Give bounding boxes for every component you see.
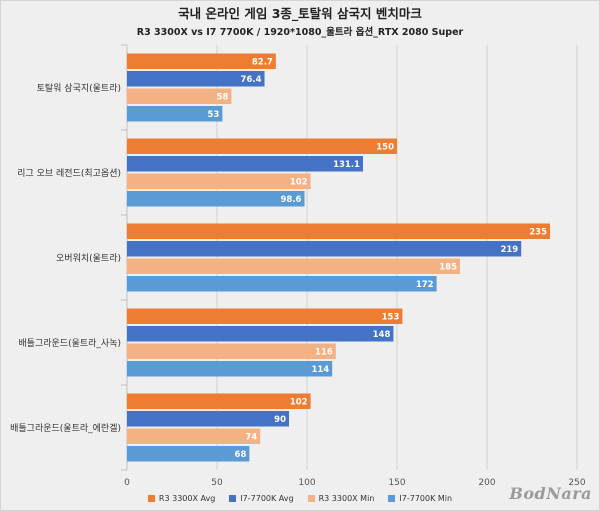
x-tick-label: 0 [124,478,130,488]
data-label: 235 [529,227,547,237]
data-label: 74 [245,432,257,442]
bar [127,53,276,69]
legend-label: R3 3300X Min [318,494,375,503]
bar [127,106,223,122]
bar [127,393,311,409]
category-label: 리그 오브 레전드(최고옵션) [17,168,121,179]
category-label: 오버워치(울트라) [56,252,121,264]
data-label: 68 [235,450,247,460]
data-label: 53 [208,110,220,120]
data-label: 150 [376,142,394,152]
category-label: 토탈워 삼국지(울트라) [37,83,121,94]
data-label: 82.7 [252,57,273,67]
bar [127,326,394,342]
data-label: 219 [500,245,518,255]
bar [127,71,265,87]
bar [127,88,232,104]
x-tick-label: 100 [298,478,315,488]
data-label: 90 [274,415,286,425]
bar [127,258,460,274]
data-label: 116 [315,347,333,357]
data-label: 185 [439,262,457,272]
category-label: 배틀그라운드(울트라_에란겔) [10,422,121,434]
data-label: 153 [382,312,400,322]
legend-swatch [388,495,396,502]
legend-item: I7-7700K Avg [229,494,294,503]
x-tick-label: 200 [478,478,495,488]
bar [127,156,363,172]
legend-swatch [229,495,237,502]
category-label: 배틀그라운드(울트라_사녹) [18,338,121,349]
legend-item: R3 3300X Avg [147,494,216,503]
legend-label: I7-7700K Min [399,494,453,503]
legend-item: R3 3300X Min [307,494,375,503]
legend-item: I7-7700K Min [388,494,452,503]
bar [127,138,397,154]
data-label: 172 [416,280,434,290]
legend-swatch [147,495,155,502]
bar [127,276,437,292]
data-label: 98.6 [280,195,301,205]
chart-title: 국내 온라인 게임 3종_토탈워 삼국지 벤치마크 [178,6,422,21]
data-label: 102 [290,397,308,407]
bar [127,223,550,239]
bodnara-watermark: BodNara [509,484,592,503]
data-label: 148 [373,330,391,340]
chart-legend: R3 3300X Avg I7-7700K Avg R3 3300X Min I7-7… [0,494,600,503]
bar [127,361,333,377]
bar [127,241,522,257]
legend-label: R3 3300X Avg [158,494,216,503]
data-label: 131.1 [333,160,360,170]
bar [127,446,250,462]
legend-swatch [307,495,315,502]
data-label: 76.4 [241,75,262,85]
chart-subtitle: R3 3300X vs I7 7700K / 1920*1080_울트라 옵션_… [136,27,464,38]
legend-label: I7-7700K Avg [240,494,294,503]
bar [127,411,289,427]
bar [127,428,261,444]
data-label: 114 [311,365,329,375]
bar [127,173,311,189]
x-tick-label: 250 [568,478,585,488]
data-label: 102 [290,177,308,187]
bar [127,191,305,207]
data-label: 58 [217,92,229,102]
x-tick-label: 50 [211,478,223,488]
bar [127,308,403,324]
bar [127,343,336,359]
x-tick-label: 150 [388,478,405,488]
